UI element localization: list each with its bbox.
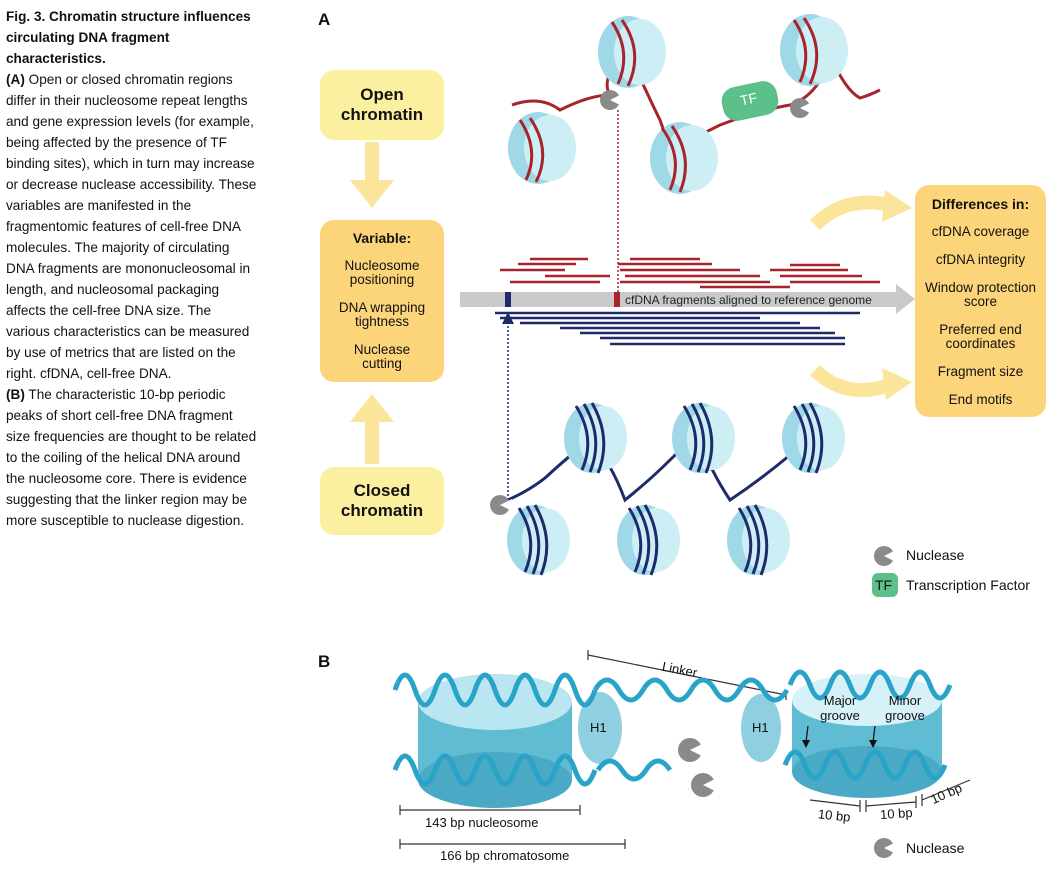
open-nuclease-1 [600,90,622,110]
variable-item-positioning: Nucleosome positioning [344,258,420,287]
open-to-variable-arrow [350,142,394,208]
difference-end-motifs: End motifs [948,392,1013,407]
closed-nucleosome-top-1 [564,402,627,474]
open-chromatin-box: Open chromatin [320,70,444,140]
lower-curved-arrow [810,364,893,397]
closed-nucleosome-bottom-1 [507,504,570,576]
nucleosome-scale-bar [399,805,581,815]
aligned-fragments-label: cfDNA fragments aligned to reference gen… [625,293,872,307]
figure-caption: Fig. 3. Chromatin structure influences c… [6,6,258,531]
reference-genome-arrowhead [896,284,915,314]
closed-nucleosome-top-3 [782,402,845,474]
caption-title: Fig. 3. Chromatin structure influences c… [6,9,251,66]
caption-a-label: (A) [6,72,25,87]
variable-box: Variable: Nucleosome positioning DNA wra… [320,220,444,382]
closed-nucleosome-top-2 [672,402,735,474]
open-nucleosome-4 [780,14,848,86]
closed-chromatin-box: Closed chromatin [320,467,444,535]
differences-header: Differences in: [931,196,1030,212]
left-nucleosome-core [418,674,572,808]
red-fragments [500,257,880,289]
variable-item-wrapping: DNA wrapping tightness [338,300,426,329]
red-cut-marker [614,292,620,307]
open-chromatin-label: Open chromatin [340,85,424,124]
closed-chromatin-label: Closed chromatin [340,481,424,520]
legend-b-nuclease-icon [874,838,896,858]
upper-curved-arrow [810,195,892,231]
h1-left-label: H1 [590,720,607,735]
closed-nucleosome-bottom-2 [617,504,680,576]
chromatosome-length-label: 166 bp chromatosome [440,848,570,863]
upper-curved-arrowhead [882,190,912,222]
legend-b-nuclease-label: Nuclease [906,840,965,856]
right-helix-top [787,669,953,701]
caption-b-text: The characteristic 10-bp periodic peaks … [6,387,257,528]
legend-tf-label: Transcription Factor [906,577,1030,593]
difference-coverage: cfDNA coverage [931,224,1030,239]
lower-curved-arrowhead [882,368,912,400]
difference-end-coordinates: Preferred end coordinates [939,322,1022,351]
open-nucleosome-2 [598,16,666,88]
variable-item-cutting: Nuclease cutting [353,342,411,371]
blue-cut-marker [505,292,511,307]
chromatosome-scale-bar [399,839,626,849]
closed-nuclease [490,495,512,515]
left-helix-top [392,672,598,708]
open-nucleosome-1 [508,112,576,184]
reference-genome-bar [460,292,900,307]
nucleosome-length-label: 143 bp nucleosome [425,815,539,830]
period-label-2: 10 bp [879,804,914,823]
panel-a-label: A [318,10,331,29]
difference-window-protection: Window protection score [924,280,1037,309]
minor-groove-label: Minor groove [885,693,925,723]
h1-right-bulb [741,694,781,762]
closed-chromatin-dna [507,438,826,503]
linker-nuclease-1 [678,738,704,762]
period-scale [809,779,971,812]
linker-helix [592,677,790,703]
closed-nucleosome-bottom-3 [727,504,790,576]
blue-fragments [495,311,860,346]
open-nucleosome-3 [650,122,718,194]
closed-to-variable-arrow [350,394,394,464]
tf-bubble [721,81,779,121]
legend-nuclease-label: Nuclease [906,547,965,563]
h1-left-bulb [578,692,622,764]
legend-tf-badge-text: TF [875,577,893,593]
legend-tf-badge [872,573,898,597]
caption-a-text: Open or closed chromatin regions differ … [6,72,257,381]
linker-helix-lower [595,758,673,782]
legend-nuclease-icon [874,546,896,566]
open-nuclease-2 [790,98,812,118]
difference-fragment-size: Fragment size [937,364,1024,379]
right-helix-bottom [782,749,948,781]
linker-nuclease-2 [691,773,717,797]
difference-integrity: cfDNA integrity [935,252,1026,267]
major-groove-label: Major groove [820,693,860,723]
h1-right-label: H1 [752,720,769,735]
differences-box: Differences in: cfDNA coverage cfDNA int… [915,185,1046,417]
caption-b-label: (B) [6,387,25,402]
panel-b-label: B [318,652,331,671]
left-helix-bottom [392,753,598,787]
variable-header: Variable: [352,230,412,246]
